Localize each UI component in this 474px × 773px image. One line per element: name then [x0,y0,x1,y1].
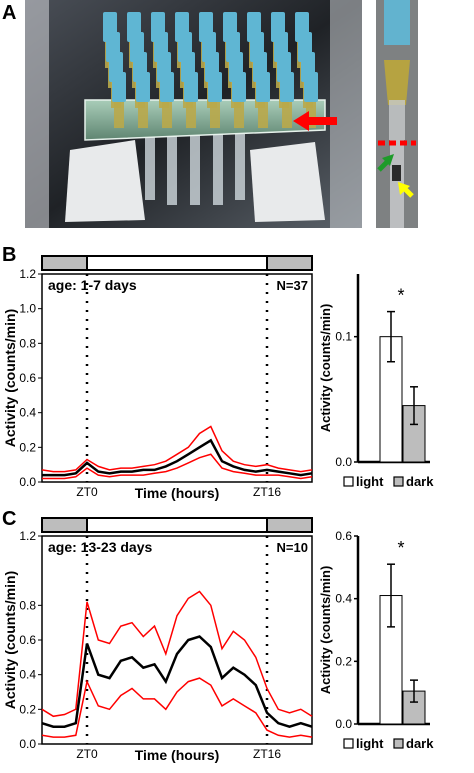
y-tick-label: 0.0 [335,455,352,469]
panel-letter-c: C [2,508,17,530]
age-annotation: age: 1-7 days [48,277,137,293]
y-axis-label: Activity (counts/min) [2,571,18,709]
y-tick-label: 0.4 [19,406,36,420]
error-bound-line [41,677,313,738]
yellow-arrow-icon [398,182,414,198]
y-axis-label: Activity (counts/min) [2,309,18,447]
light-period-bar [86,255,268,271]
legend-label-light: light [356,736,384,751]
error-bound-line [41,425,313,473]
y-tick-label: 0.0 [19,475,36,489]
y-tick-label: 0.2 [19,702,36,716]
mean-activity-line [41,635,313,729]
y-tick-label: 0.6 [335,529,352,543]
legend-swatch-dark [393,738,404,749]
legend-swatch-light [343,476,354,487]
y-tick-label: 0.4 [335,592,352,606]
plot-frame [41,273,313,483]
green-arrow-icon [377,154,394,172]
activity-bar-chart-old: 0.0 0.2 0.4 0.6 * light dark Activity (counts/m… [318,529,434,751]
dark-period-bar [41,255,88,271]
n-annotation: N=37 [277,278,308,293]
error-bound-line [41,590,313,718]
y-tick-label: 1.0 [19,302,36,316]
tube-closeup-inset [376,0,418,228]
y-tick-label: 0.1 [335,330,352,344]
y-axis-label: Activity (counts/min) [318,566,333,695]
legend-swatch-light [343,738,354,749]
red-arrow-icon [293,111,337,131]
y-tick-label: 1.2 [19,529,36,543]
activity-line-chart-old: 0.0 0.2 0.4 0.6 0.8 1.2 age: 13-23 days N=10 ZT0… [2,517,313,763]
y-tick-label: 0.6 [19,633,36,647]
y-tick-label: 0.8 [19,336,36,350]
y-tick-label: 0.8 [19,598,36,612]
x-axis-label: Time (hours) [135,747,220,763]
legend-label-light: light [356,474,384,489]
significance-star: * [397,538,404,558]
age-annotation: age: 13-23 days [48,539,152,555]
y-tick-label: 1.2 [19,267,36,281]
y-tick-label: 0.0 [19,737,36,751]
panel-letter-b: B [2,244,17,266]
error-bound-line [42,453,313,480]
legend-swatch-dark [393,476,404,487]
x-tick-label: ZT16 [253,485,281,499]
mean-activity-line [42,438,313,477]
activity-line-chart-young: 0.0 0.2 0.4 0.6 0.8 1.0 1.2 age: 1-7 days N=37 ZT… [2,255,313,501]
x-tick-label: ZT16 [253,747,281,761]
y-tick-label: 0.6 [19,371,36,385]
panel-letter-a: A [2,2,17,24]
y-tick-label: 0.0 [335,717,352,731]
y-axis-label: Activity (counts/min) [318,304,333,433]
y-tick-label: 0.2 [19,440,36,454]
legend-label-dark: dark [406,736,434,751]
x-tick-label: ZT0 [76,485,98,499]
dark-period-bar [266,255,313,271]
y-tick-label: 0.2 [335,654,352,668]
x-axis-label: Time (hours) [135,485,220,501]
y-tick-label: 0.4 [19,668,36,682]
dark-period-bar [41,517,88,533]
dark-period-bar [266,517,313,533]
activity-bar-chart-young: 0.0 0.1 * light dark Activity (counts/min) [318,274,434,489]
significance-star: * [397,286,404,306]
tube-rack-photo [25,0,362,228]
light-period-bar [86,517,268,533]
x-tick-label: ZT0 [76,747,98,761]
legend-label-dark: dark [406,474,434,489]
n-annotation: N=10 [277,540,308,555]
